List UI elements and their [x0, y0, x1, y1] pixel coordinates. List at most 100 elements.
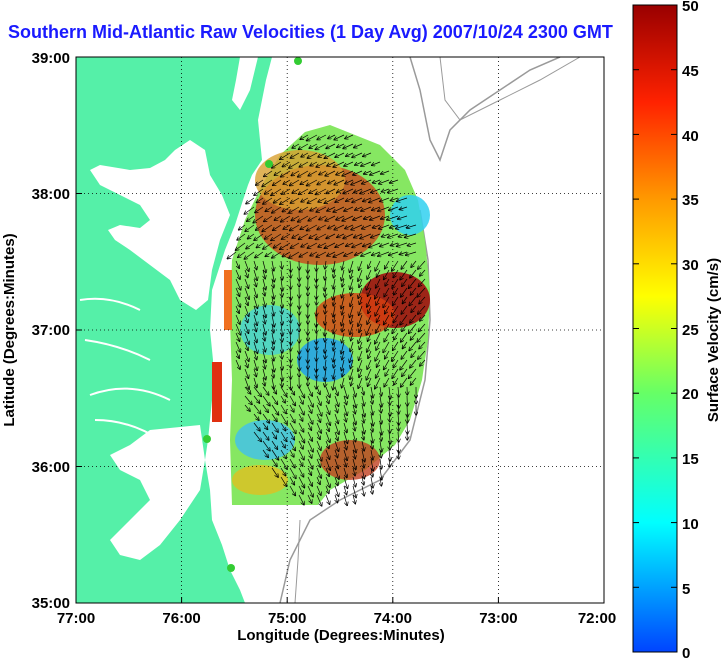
x-tick-label: 74:00	[374, 610, 412, 627]
velocity-vector	[354, 143, 363, 148]
velocity-vector	[265, 233, 273, 239]
velocity-vector	[345, 179, 354, 184]
velocity-vector	[316, 467, 321, 478]
velocity-vector	[353, 215, 363, 220]
velocity-vector	[325, 341, 327, 353]
velocity-vector	[307, 413, 313, 424]
velocity-vector	[317, 224, 327, 230]
velocity-vector	[262, 449, 268, 457]
velocity-vector	[235, 260, 239, 268]
velocity-vector	[289, 422, 296, 434]
velocity-vector	[316, 440, 321, 450]
velocity-vector	[253, 215, 264, 223]
velocity-vector	[262, 386, 269, 395]
velocity-vector	[308, 215, 318, 221]
velocity-vector	[419, 341, 426, 349]
velocity-vector	[244, 368, 249, 378]
velocity-vector	[352, 458, 356, 470]
velocity-vector	[245, 314, 248, 323]
velocity-vector	[253, 413, 259, 420]
velocity-vector	[342, 368, 344, 377]
velocity-vector	[316, 422, 321, 433]
velocity-vector	[253, 332, 257, 343]
velocity-vector	[235, 269, 240, 279]
velocity-vector	[307, 440, 313, 452]
velocity-vector	[351, 287, 353, 296]
velocity-vector	[244, 287, 249, 299]
velocity-vector	[235, 350, 239, 358]
velocity-vector	[380, 197, 390, 202]
velocity-vector	[247, 215, 255, 221]
velocity-vector	[235, 359, 240, 369]
colorbar-title: Surface Velocity (cm/s)	[705, 258, 722, 422]
velocity-vector	[400, 269, 408, 280]
velocity-vector	[362, 440, 364, 451]
velocity-vector	[324, 368, 326, 381]
velocity-vector	[316, 485, 321, 495]
velocity-vector	[325, 458, 330, 470]
velocity-vector	[253, 287, 257, 298]
velocity-vector	[361, 404, 365, 417]
velocity-vector	[271, 395, 278, 404]
velocity-vector	[308, 170, 318, 176]
velocity-vector	[281, 314, 282, 325]
velocity-vector	[262, 323, 266, 335]
velocity-vector	[380, 242, 390, 247]
velocity-vector	[371, 233, 381, 238]
velocity-vector	[350, 323, 354, 335]
velocity-vector	[359, 341, 362, 350]
velocity-vector	[280, 242, 291, 249]
velocity-vector	[309, 233, 318, 238]
velocity-vector	[281, 215, 291, 222]
velocity-vector	[398, 386, 399, 397]
velocity-vector	[272, 350, 274, 361]
velocity-vector	[401, 377, 408, 387]
velocity-vector	[335, 242, 345, 247]
velocity-vector	[410, 287, 417, 295]
velocity-vector	[289, 413, 295, 423]
velocity-vector	[272, 332, 274, 344]
velocity-vector	[366, 278, 372, 290]
velocity-vector	[263, 314, 265, 324]
velocity-vector	[317, 134, 327, 140]
velocity-vector	[301, 152, 309, 157]
velocity-vector	[262, 179, 273, 187]
velocity-vector	[373, 179, 381, 183]
velocity-vector	[396, 224, 408, 229]
velocity-vector	[401, 332, 408, 342]
velocity-vector	[364, 170, 372, 174]
velocity-vector	[343, 467, 347, 478]
velocity-vector	[361, 206, 372, 211]
velocity-vector	[280, 413, 287, 424]
velocity-vector	[265, 188, 273, 194]
velocity-vector	[299, 251, 309, 257]
velocity-vector	[280, 440, 285, 448]
velocity-vector	[420, 269, 426, 276]
velocity-vector	[353, 404, 355, 414]
velocity-vector	[324, 242, 336, 248]
velocity-vector	[262, 368, 266, 380]
velocity-vector	[298, 467, 304, 477]
velocity-vector	[274, 170, 282, 175]
velocity-vectors	[227, 134, 426, 506]
velocity-vector	[281, 170, 291, 177]
velocity-vector	[289, 467, 296, 479]
velocity-vector	[353, 494, 355, 504]
velocity-vector	[397, 197, 408, 201]
velocity-vector	[283, 179, 291, 184]
velocity-vector	[272, 269, 274, 282]
velocity-vector	[361, 449, 365, 462]
velocity-vector	[273, 242, 282, 248]
velocity-vector	[342, 287, 344, 298]
velocity-vector	[387, 215, 399, 220]
velocity-vector	[316, 350, 317, 361]
velocity-vector	[371, 485, 373, 494]
velocity-vector	[394, 377, 399, 385]
station-marker	[265, 160, 273, 168]
velocity-vector	[377, 314, 381, 322]
velocity-vector	[290, 242, 300, 248]
velocity-vector	[272, 368, 274, 378]
velocity-vector	[262, 422, 268, 430]
velocity-vector	[393, 341, 399, 350]
